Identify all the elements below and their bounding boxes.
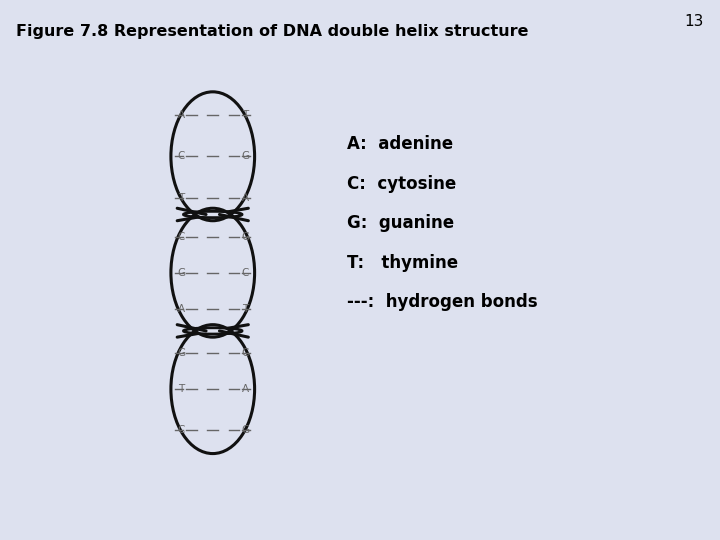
Text: C: C (178, 232, 185, 241)
Text: G: G (241, 426, 249, 435)
Text: 13: 13 (685, 14, 704, 29)
Text: G: G (241, 151, 249, 161)
Text: G: G (177, 268, 186, 278)
Text: T: T (179, 384, 184, 394)
Text: C: C (178, 426, 185, 435)
Text: A: A (241, 384, 248, 394)
Text: T: T (242, 110, 248, 120)
Text: A:  adenine: A: adenine (347, 136, 453, 153)
Text: T: T (179, 193, 184, 202)
Text: Figure 7.8 Representation of DNA double helix structure: Figure 7.8 Representation of DNA double … (16, 24, 528, 39)
Text: T: T (242, 304, 248, 314)
Text: C: C (178, 151, 185, 161)
Text: T:   thymine: T: thymine (347, 254, 458, 272)
Text: C:  cytosine: C: cytosine (347, 175, 456, 193)
Text: G: G (241, 232, 249, 241)
Text: A: A (178, 304, 185, 314)
Text: C: C (241, 268, 248, 278)
Text: G: G (177, 348, 186, 358)
Text: A: A (178, 110, 185, 120)
Text: ---:  hydrogen bonds: ---: hydrogen bonds (347, 294, 537, 312)
Text: A: A (241, 193, 248, 202)
Text: C: C (241, 348, 248, 358)
Text: G:  guanine: G: guanine (347, 214, 454, 233)
